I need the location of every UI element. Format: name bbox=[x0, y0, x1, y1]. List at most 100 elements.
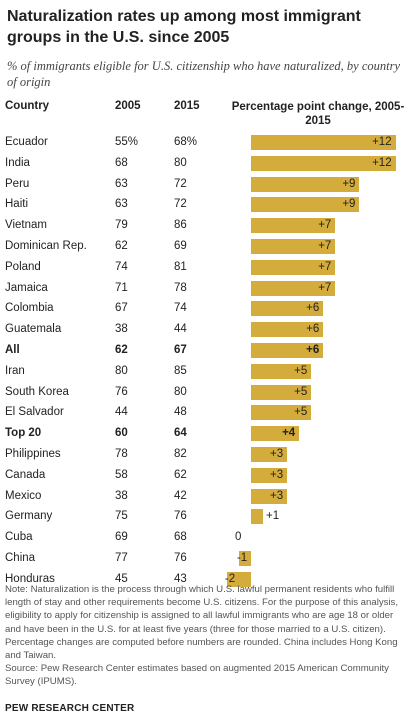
data-label: -2 bbox=[224, 572, 236, 585]
data-label: +7 bbox=[318, 240, 332, 252]
table-row: Haiti 63 72 +9 bbox=[0, 194, 416, 215]
value-2005: 45 bbox=[115, 572, 128, 585]
country-label: Poland bbox=[5, 260, 41, 273]
value-2005: 69 bbox=[115, 531, 128, 544]
data-label: -1 bbox=[236, 552, 248, 564]
table-row: El Salvador 44 48 +5 bbox=[0, 402, 416, 423]
value-2005: 38 bbox=[115, 323, 128, 336]
bar bbox=[251, 488, 288, 504]
country-label: Cuba bbox=[5, 531, 33, 544]
column-header-2005: 2005 bbox=[115, 100, 141, 112]
value-2015: 80 bbox=[174, 156, 187, 169]
data-label: +12 bbox=[372, 156, 392, 169]
country-label: Vietnam bbox=[5, 219, 47, 232]
value-2015: 43 bbox=[174, 572, 187, 585]
country-label: Ecuador bbox=[5, 136, 48, 148]
country-label: Top 20 bbox=[5, 427, 42, 440]
value-2015: 85 bbox=[174, 364, 187, 377]
table-row: Canada 58 62 +3 bbox=[0, 465, 416, 486]
country-label: Dominican Rep. bbox=[5, 240, 87, 252]
value-2015: 78 bbox=[174, 281, 187, 294]
bar bbox=[251, 447, 288, 462]
value-2005: 75 bbox=[115, 510, 128, 523]
value-2015: 42 bbox=[174, 489, 187, 502]
country-label: Honduras bbox=[5, 572, 55, 585]
value-2015: 74 bbox=[174, 302, 187, 315]
bar bbox=[251, 218, 336, 234]
country-label: Philippines bbox=[5, 448, 61, 460]
country-label: All bbox=[5, 344, 20, 356]
country-label: Germany bbox=[5, 510, 53, 523]
country-label: Colombia bbox=[5, 302, 54, 315]
data-label: +7 bbox=[318, 260, 332, 273]
table-row: Cuba 69 68 0 bbox=[0, 527, 416, 548]
column-header-2015: 2015 bbox=[174, 100, 200, 112]
bar bbox=[251, 239, 336, 254]
value-2015: 80 bbox=[174, 385, 187, 398]
bar bbox=[251, 176, 360, 192]
data-label: +1 bbox=[266, 510, 280, 523]
value-2005: 79 bbox=[115, 219, 128, 232]
table-row: Germany 75 76 +1 bbox=[0, 506, 416, 527]
value-2015: 69 bbox=[174, 240, 187, 252]
value-2015: 76 bbox=[174, 510, 187, 523]
data-label: +7 bbox=[318, 219, 332, 232]
value-2005: 62 bbox=[115, 344, 128, 356]
bar bbox=[251, 405, 312, 421]
bar bbox=[251, 509, 264, 525]
value-2015: 68 bbox=[174, 531, 187, 544]
country-label: El Salvador bbox=[5, 406, 64, 419]
data-label: +12 bbox=[372, 136, 392, 148]
value-2005: 77 bbox=[115, 552, 128, 564]
table-row: Philippines 78 82 +3 bbox=[0, 444, 416, 465]
value-2015: 44 bbox=[174, 323, 187, 336]
country-label: Iran bbox=[5, 364, 25, 377]
table-row: All 62 67 +6 bbox=[0, 340, 416, 361]
data-label: +9 bbox=[342, 198, 356, 211]
value-2005: 55% bbox=[115, 136, 139, 148]
value-2005: 58 bbox=[115, 468, 128, 481]
data-label: +4 bbox=[282, 427, 296, 440]
country-label: Mexico bbox=[5, 489, 42, 502]
value-2015: 62 bbox=[174, 468, 187, 481]
value-2005: 62 bbox=[115, 240, 128, 252]
data-label: +9 bbox=[342, 177, 356, 190]
value-2015: 82 bbox=[174, 448, 187, 460]
table-row: India 68 80 +12 bbox=[0, 153, 416, 174]
table-row: Honduras 45 43 -2 bbox=[0, 569, 416, 590]
value-2005: 44 bbox=[115, 406, 128, 419]
data-label: +3 bbox=[270, 448, 284, 460]
bar bbox=[251, 197, 360, 213]
bar bbox=[251, 155, 396, 171]
country-label: Canada bbox=[5, 468, 46, 481]
value-2005: 67 bbox=[115, 302, 128, 315]
data-label: +5 bbox=[294, 406, 308, 419]
footer-brand: PEW RESEARCH CENTER bbox=[5, 703, 135, 714]
column-header-change: Percentage point change, 2005-2015 bbox=[231, 101, 405, 127]
data-label: +6 bbox=[306, 344, 320, 356]
value-2005: 38 bbox=[115, 489, 128, 502]
table-row: Ecuador 55% 68% +12 bbox=[0, 132, 416, 153]
value-2005: 63 bbox=[115, 198, 128, 211]
value-2005: 71 bbox=[115, 281, 128, 294]
country-label: China bbox=[5, 552, 36, 564]
table-row: Vietnam 79 86 +7 bbox=[0, 215, 416, 236]
table-row: Jamaica 71 78 +7 bbox=[0, 278, 416, 299]
data-label: +3 bbox=[270, 468, 284, 481]
bar bbox=[251, 363, 312, 379]
value-2005: 68 bbox=[115, 156, 128, 169]
value-2015: 68% bbox=[174, 136, 198, 148]
bar bbox=[251, 135, 396, 150]
value-2015: 72 bbox=[174, 177, 187, 190]
bar bbox=[251, 343, 324, 358]
table-row: China 77 76 -1 bbox=[0, 548, 416, 569]
value-2015: 64 bbox=[174, 427, 187, 440]
bar bbox=[251, 259, 336, 275]
source-text: Source: Pew Research Center estimates ba… bbox=[5, 663, 389, 688]
value-2005: 63 bbox=[115, 177, 128, 190]
bar bbox=[251, 301, 324, 317]
country-label: Haiti bbox=[5, 198, 29, 211]
value-2005: 76 bbox=[115, 385, 128, 398]
data-label: 0 bbox=[235, 531, 242, 544]
data-label: +5 bbox=[294, 364, 308, 377]
